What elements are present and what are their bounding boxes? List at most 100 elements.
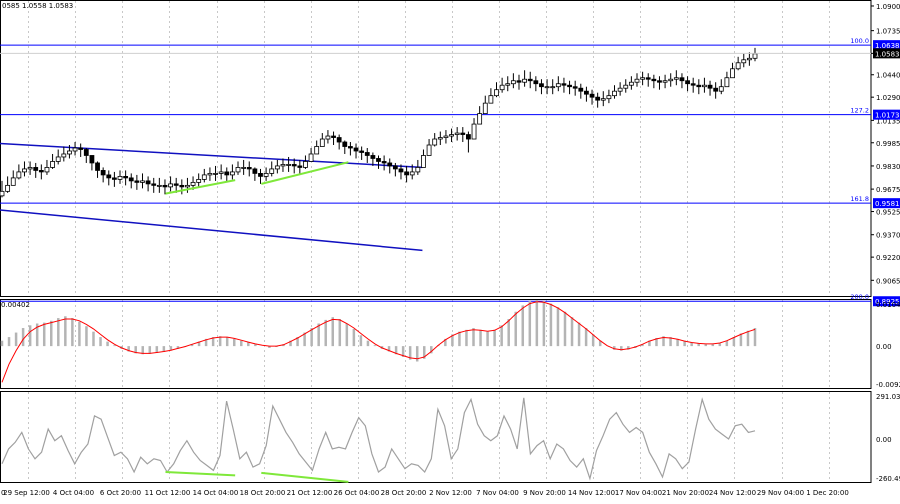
price-axis-label: 1.0440 — [876, 72, 900, 80]
candle-body — [258, 173, 263, 177]
candle-body — [140, 180, 145, 183]
x-tick-label: 17 Nov 04:00 — [615, 489, 662, 497]
candle-body — [578, 87, 584, 92]
candle-body — [640, 77, 646, 80]
candle-body — [415, 167, 421, 173]
candle-body — [449, 134, 454, 137]
candle-body — [33, 167, 39, 171]
candle-body — [72, 147, 78, 152]
x-tick-label: 4 Oct 04:00 — [53, 489, 94, 497]
candle-body — [494, 89, 499, 97]
price-axis-label: 0.9370 — [876, 232, 900, 240]
candle-body — [376, 158, 381, 162]
candle-body — [213, 173, 218, 175]
candle-body — [657, 80, 662, 83]
macd-signal-line — [1, 301, 756, 383]
candle-body — [353, 147, 359, 152]
candle-body — [668, 78, 674, 82]
cci-divergence-line — [261, 471, 349, 483]
price-axis-label: 1.0290 — [876, 94, 900, 102]
candle-body — [291, 164, 297, 167]
candle-body — [325, 135, 331, 140]
candle-body — [241, 167, 247, 169]
candle-body — [387, 162, 393, 167]
candle-body — [707, 84, 713, 89]
candle-body — [297, 165, 303, 168]
x-tick-label: 28 Oct 20:00 — [381, 489, 427, 497]
candle-body — [156, 184, 162, 187]
candle-body — [432, 138, 438, 146]
candle-body — [145, 180, 151, 185]
candle-body — [398, 168, 404, 173]
price-axis-label: 0.9525 — [876, 209, 900, 217]
x-tick-label: 14 Oct 04:00 — [193, 489, 239, 497]
candle-body — [392, 165, 398, 170]
candle-body — [600, 98, 606, 101]
candle-body — [505, 83, 511, 86]
candle-body — [606, 95, 612, 100]
fibo-price-tag — [873, 296, 900, 307]
fibo-price-tag — [873, 40, 900, 51]
macd-axis-label: 0.01042 — [876, 301, 900, 309]
price-axis-label: 0.9220 — [876, 254, 900, 262]
candle-body — [421, 155, 426, 168]
candle-body — [10, 177, 16, 186]
candle-body — [0, 190, 5, 197]
x-tick-label: 29 Sep 12:00 — [3, 489, 50, 497]
candle-body — [612, 90, 617, 97]
candle-body — [466, 134, 471, 140]
candle-body — [533, 80, 539, 85]
candle-body — [572, 86, 578, 89]
candle-body — [679, 77, 685, 82]
candle-body — [134, 180, 140, 183]
candle-body — [303, 161, 308, 168]
candle-body — [117, 176, 123, 180]
cci-divergence-line — [165, 471, 236, 477]
price-axis-label: 0.9065 — [876, 277, 900, 285]
candle-body — [752, 53, 758, 59]
candle-body — [162, 184, 168, 188]
candle-body — [718, 86, 724, 92]
candle-body — [269, 168, 275, 174]
fibo-level-label: 200.0 — [850, 293, 869, 301]
candle-body — [44, 167, 50, 173]
fibo-price-tag — [873, 198, 900, 209]
candle-body — [702, 84, 707, 88]
candle-body — [151, 183, 157, 186]
candle-body — [319, 138, 325, 147]
candle-body — [207, 173, 213, 176]
candle-body — [713, 87, 719, 92]
candle-body — [331, 135, 336, 138]
candle-body — [123, 176, 129, 179]
candle-body — [651, 78, 657, 82]
candle-body — [589, 93, 595, 98]
candle-body — [584, 90, 589, 95]
candle-body — [61, 153, 67, 158]
candle-body — [263, 173, 269, 177]
price-axis-label: 0.9830 — [876, 163, 900, 171]
candle-body — [179, 184, 185, 188]
candle-body — [516, 80, 522, 83]
candle-body — [550, 86, 556, 89]
candle-body — [404, 171, 409, 176]
x-tick-label-first: 0 — [1, 489, 5, 497]
candle-body — [286, 164, 291, 166]
macd-panel-frame — [0, 299, 872, 389]
candle-body — [22, 168, 27, 173]
candle-body — [89, 155, 95, 164]
x-tick-label: 29 Nov 04:00 — [757, 489, 804, 497]
candle-body — [111, 177, 117, 180]
candle-body — [67, 150, 72, 155]
candle-body — [100, 170, 106, 176]
candle-body — [510, 80, 516, 85]
candle-body — [628, 81, 634, 86]
fibo-level-label: 161.8 — [850, 195, 869, 203]
candle-body — [623, 84, 629, 89]
candle-body — [128, 177, 134, 182]
candle-body — [381, 161, 387, 164]
candle-body — [280, 164, 286, 167]
candle-body — [735, 62, 741, 70]
candle-body — [185, 184, 190, 188]
candle-body — [50, 161, 55, 168]
candle-body — [555, 83, 561, 88]
